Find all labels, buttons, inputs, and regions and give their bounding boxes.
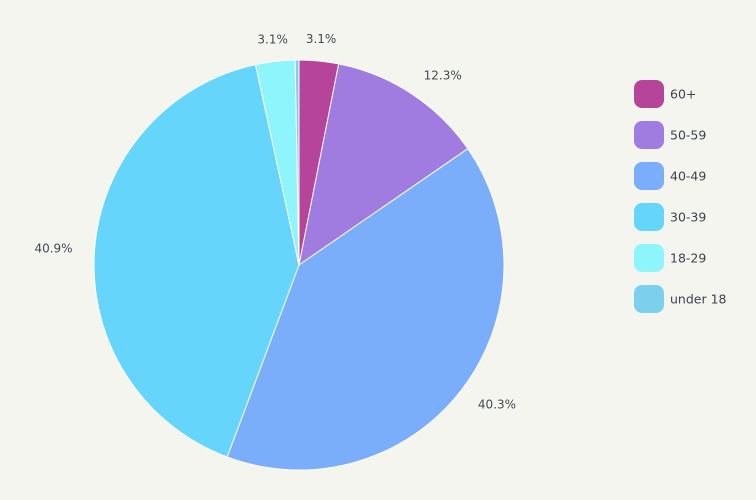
slice-label-60plus: 3.1% [306,32,337,46]
legend-swatch [634,121,664,149]
legend-item: 40-49 [634,162,706,190]
legend-label: 30-39 [670,210,706,225]
legend-item: 30-39 [634,203,706,231]
slice-label-50-59: 12.3% [424,68,462,82]
legend-item: 18-29 [634,244,706,272]
legend-label: 60+ [670,87,696,102]
legend-swatch [634,80,664,108]
pie-slice-under-18 [294,59,300,266]
pie-slice-40-49 [226,148,505,471]
legend-swatch [634,244,664,272]
legend-swatch [634,285,664,313]
pie-slices [93,59,505,471]
pie-slice-50-59 [298,63,469,267]
slice-labels: 3.1% 12.3% 40.3% 40.9% 3.1% [34,32,516,412]
slice-label-18-29: 3.1% [257,33,288,47]
legend-item: under 18 [634,285,727,313]
legend-label: 50-59 [670,128,706,143]
legend-swatch [634,162,664,190]
legend-item: 60+ [634,80,696,108]
slice-label-30-39: 40.9% [34,242,72,256]
slice-label-40-49: 40.3% [478,398,516,412]
legend-label: under 18 [670,292,727,307]
legend-label: 40-49 [670,169,706,184]
legend: 60+ 50-59 40-49 30-39 18-29 under 18 [634,80,727,313]
legend-item: 50-59 [634,121,706,149]
legend-swatch [634,203,664,231]
legend-label: 18-29 [670,251,706,266]
pie-slice-30-39 [93,64,300,458]
